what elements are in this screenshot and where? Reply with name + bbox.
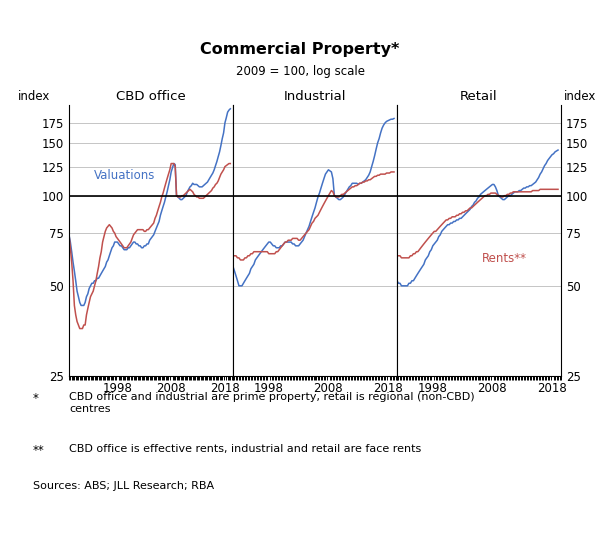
Text: **: ** xyxy=(33,444,45,457)
Text: Valuations: Valuations xyxy=(94,169,155,182)
Text: Sources: ABS; JLL Research; RBA: Sources: ABS; JLL Research; RBA xyxy=(33,481,214,491)
Text: *: * xyxy=(33,392,39,405)
Text: Industrial: Industrial xyxy=(284,90,346,103)
Text: 2009 = 100, log scale: 2009 = 100, log scale xyxy=(235,65,365,78)
Text: index: index xyxy=(18,90,50,103)
Text: CBD office and industrial are prime property, retail is regional (non-CBD)
centr: CBD office and industrial are prime prop… xyxy=(69,392,475,414)
Text: Rents**: Rents** xyxy=(482,253,527,266)
Text: index: index xyxy=(564,90,596,103)
Text: CBD office: CBD office xyxy=(116,90,186,103)
Text: Retail: Retail xyxy=(460,90,498,103)
Text: Commercial Property*: Commercial Property* xyxy=(200,42,400,57)
Text: CBD office is effective rents, industrial and retail are face rents: CBD office is effective rents, industria… xyxy=(69,444,421,453)
